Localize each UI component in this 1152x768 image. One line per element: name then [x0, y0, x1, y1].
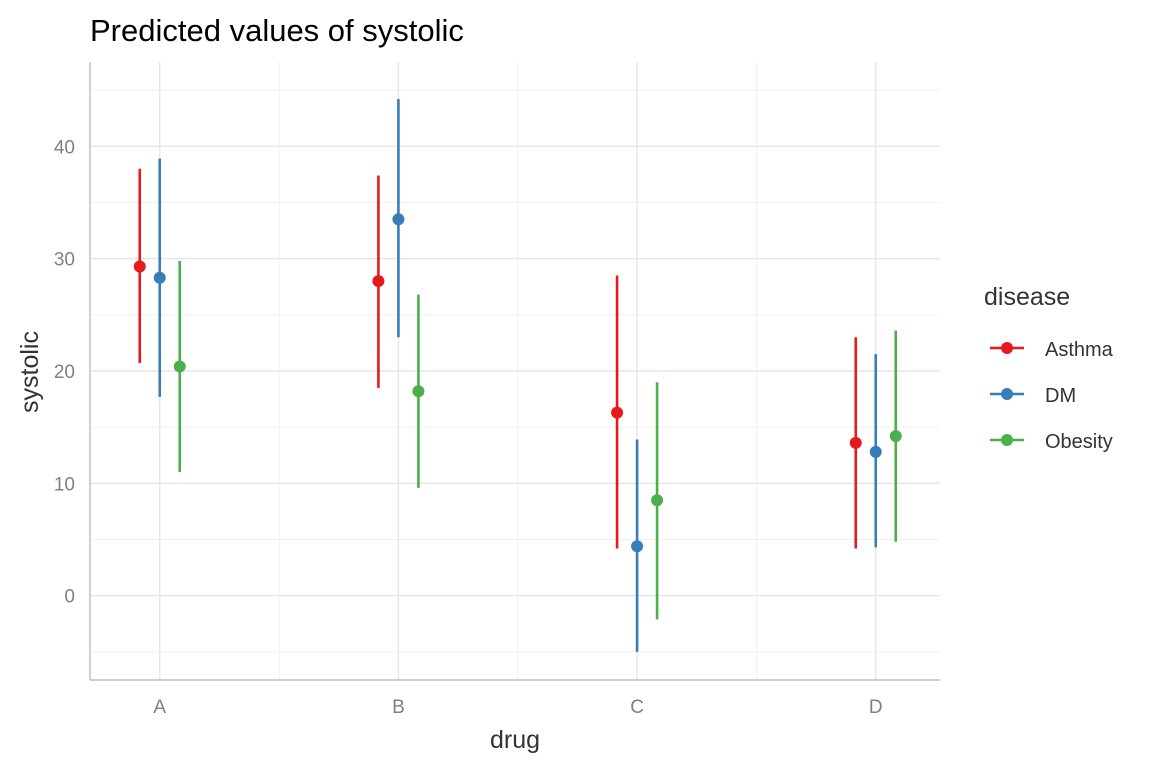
point-obesity-a — [173, 360, 186, 373]
legend-label-asthma: Asthma — [1045, 339, 1114, 361]
point-asthma-c — [611, 406, 624, 419]
point-obesity-c — [651, 494, 664, 507]
tick-labels: 0 10 20 30 40 A B C D — [54, 137, 883, 718]
y-tick-label: 20 — [54, 362, 75, 383]
point-dm-d — [869, 445, 882, 458]
point-dm-b — [392, 213, 405, 226]
point-dm-c — [631, 540, 644, 553]
grid-major — [90, 62, 940, 680]
point-asthma-a — [133, 260, 146, 273]
legend-key-point — [1001, 434, 1013, 446]
legend: disease Asthma DM Obesity — [984, 283, 1114, 453]
x-tick-label: A — [153, 697, 166, 718]
point-asthma-b — [372, 275, 385, 288]
x-tick-label: D — [869, 697, 883, 718]
legend-key-point — [1001, 342, 1013, 354]
legend-label-obesity: Obesity — [1045, 431, 1113, 453]
marks — [133, 99, 902, 652]
y-tick-label: 10 — [54, 474, 75, 495]
y-axis-title: systolic — [16, 331, 44, 413]
legend-label-dm: DM — [1045, 385, 1076, 407]
point-dm-a — [153, 271, 166, 284]
y-tick-label: 40 — [54, 137, 75, 158]
x-tick-label: B — [392, 697, 405, 718]
point-obesity-b — [412, 385, 425, 398]
axes — [89, 62, 940, 681]
y-tick-label: 0 — [64, 587, 75, 608]
point-asthma-d — [849, 436, 862, 449]
legend-title: disease — [984, 283, 1070, 311]
chart-title: Predicted values of systolic — [90, 13, 464, 48]
point-obesity-d — [889, 430, 902, 443]
legend-key-point — [1001, 388, 1013, 400]
x-tick-label: C — [630, 697, 644, 718]
y-tick-label: 30 — [54, 250, 75, 271]
x-axis-title: drug — [490, 726, 540, 754]
